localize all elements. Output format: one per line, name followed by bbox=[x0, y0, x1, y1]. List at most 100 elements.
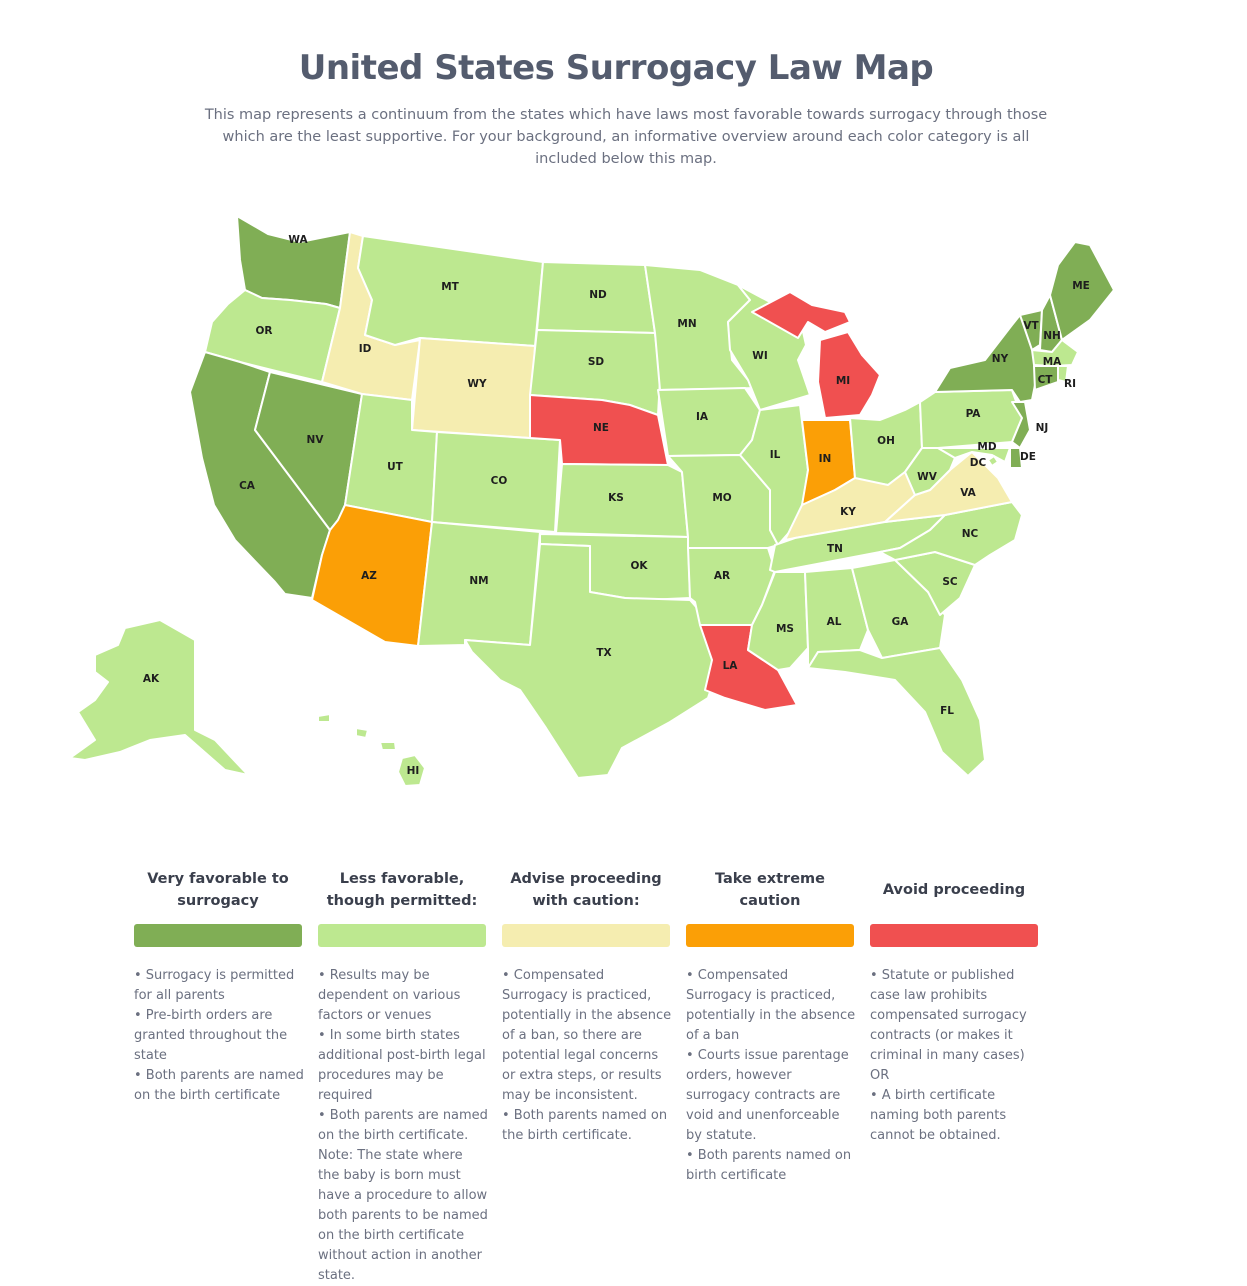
state-shapes bbox=[69, 215, 1115, 787]
state-label-nj: NJ bbox=[1036, 422, 1049, 434]
state-label-pa: PA bbox=[966, 408, 982, 420]
legend-title: Very favorable to surrogacy bbox=[147, 871, 289, 909]
page-subtitle: This map represents a continuum from the… bbox=[204, 107, 1048, 167]
legend-bullet: • Statute or published case law prohibit… bbox=[870, 968, 1027, 1083]
state-mn[interactable] bbox=[644, 264, 759, 391]
legend-description: • Results may be dependent on various fa… bbox=[318, 966, 488, 1286]
state-label-ut: UT bbox=[387, 461, 404, 473]
state-label-mn: MN bbox=[677, 318, 696, 330]
legend-title: Avoid proceeding bbox=[882, 882, 1026, 898]
state-label-ia: IA bbox=[696, 411, 709, 423]
legend-swatch bbox=[134, 924, 302, 947]
state-label-ga: GA bbox=[892, 616, 910, 628]
state-label-ar: AR bbox=[714, 570, 730, 582]
state-label-ak: AK bbox=[143, 673, 160, 685]
state-label-il: IL bbox=[770, 449, 781, 461]
state-label-nc: NC bbox=[962, 528, 979, 540]
state-label-wv: WV bbox=[917, 471, 938, 483]
state-de[interactable] bbox=[1009, 447, 1023, 469]
state-label-ri: RI bbox=[1064, 378, 1076, 390]
legend-bullet: • A birth certificate naming both parent… bbox=[870, 1088, 1007, 1143]
state-ny[interactable] bbox=[934, 314, 1037, 403]
state-label-id: ID bbox=[359, 343, 372, 355]
state-label-ks: KS bbox=[608, 492, 624, 504]
state-md[interactable] bbox=[937, 447, 1011, 463]
legend-swatch bbox=[318, 924, 486, 947]
state-label-mt: MT bbox=[441, 281, 459, 293]
legend-description: • Compensated Surrogacy is practiced, po… bbox=[686, 966, 856, 1186]
legend-description: • Statute or published case law prohibit… bbox=[870, 966, 1040, 1146]
state-label-ct: CT bbox=[1038, 374, 1054, 386]
legend-bullet: • Both parents are named on the birth ce… bbox=[318, 1108, 488, 1143]
legend-title: Less favorable, though permitted: bbox=[326, 871, 478, 909]
state-labels: WA OR CA NV ID MT WY UT AZ CO NM ND SD NE KS OK TX MN IA MO… bbox=[143, 234, 1090, 777]
state-label-tn: TN bbox=[827, 543, 843, 555]
state-label-mo: MO bbox=[712, 492, 731, 504]
state-nc[interactable] bbox=[879, 501, 1023, 566]
state-label-ma: MA bbox=[1043, 356, 1062, 368]
state-label-md: MD bbox=[977, 441, 996, 453]
legend-bullet: • Both parents named on the birth certif… bbox=[502, 1108, 668, 1143]
legend-bullet: • Courts issue parentage orders, however… bbox=[686, 1048, 849, 1143]
state-label-ky: KY bbox=[840, 506, 856, 518]
us-surrogacy-map: WA OR CA NV ID MT WY UT AZ CO NM ND SD NE KS OK TX MN IA MO… bbox=[69, 215, 1115, 787]
state-label-hi: HI bbox=[407, 765, 420, 777]
state-ct[interactable] bbox=[1033, 365, 1059, 391]
state-label-la: LA bbox=[723, 660, 739, 672]
state-label-nh: NH bbox=[1043, 330, 1061, 342]
legend-swatch bbox=[870, 924, 1038, 947]
state-label-co: CO bbox=[491, 475, 508, 487]
legend-description: • Compensated Surrogacy is practiced, po… bbox=[502, 966, 672, 1146]
state-label-in: IN bbox=[819, 453, 832, 465]
state-fl[interactable] bbox=[807, 647, 986, 777]
state-label-tx: TX bbox=[596, 647, 611, 659]
legend-bullet: • Both parents are named on the birth ce… bbox=[134, 1068, 304, 1103]
state-label-vt: VT bbox=[1023, 320, 1039, 332]
state-or[interactable] bbox=[204, 289, 341, 383]
state-label-dc: DC bbox=[970, 457, 987, 469]
state-label-oh: OH bbox=[877, 435, 895, 447]
state-label-va: VA bbox=[960, 487, 976, 499]
state-label-ca: CA bbox=[239, 480, 256, 492]
page-title: United States Surrogacy Law Map bbox=[298, 48, 934, 88]
state-me[interactable] bbox=[1049, 241, 1115, 341]
state-label-az: AZ bbox=[361, 570, 377, 582]
state-label-al: AL bbox=[827, 616, 842, 628]
state-label-sd: SD bbox=[588, 356, 605, 368]
state-label-de: DE bbox=[1020, 451, 1036, 463]
state-label-mi: MI bbox=[836, 375, 850, 387]
legend-title: Advise proceeding with caution: bbox=[510, 871, 662, 909]
legend-bullet: • Compensated Surrogacy is practiced, po… bbox=[686, 968, 856, 1043]
state-dc[interactable] bbox=[987, 455, 999, 467]
legend-bullet: • Compensated Surrogacy is practiced, po… bbox=[502, 968, 672, 1103]
state-hi[interactable] bbox=[317, 713, 426, 787]
legend-bullet: • Pre-birth orders are granted throughou… bbox=[134, 1008, 288, 1063]
state-mi[interactable] bbox=[751, 291, 881, 419]
state-label-me: ME bbox=[1072, 280, 1090, 292]
state-label-wi: WI bbox=[752, 350, 768, 362]
legend-bullet: • In some birth states additional post-b… bbox=[318, 1028, 486, 1103]
state-label-ms: MS bbox=[776, 623, 794, 635]
state-label-nd: ND bbox=[589, 289, 607, 301]
legend-bullet: • Surrogacy is permitted for all parents bbox=[134, 968, 295, 1003]
state-ak[interactable] bbox=[69, 619, 249, 776]
state-label-wy: WY bbox=[467, 378, 487, 390]
legend-title: Take extreme caution bbox=[715, 871, 825, 909]
state-label-ny: NY bbox=[992, 353, 1009, 365]
state-label-or: OR bbox=[255, 325, 272, 337]
state-ia[interactable] bbox=[657, 387, 761, 457]
state-label-ne: NE bbox=[593, 422, 609, 434]
state-label-sc: SC bbox=[942, 576, 958, 588]
legend-bullet: • Results may be dependent on various fa… bbox=[318, 968, 461, 1023]
state-label-fl: FL bbox=[940, 705, 954, 717]
state-tx[interactable] bbox=[464, 543, 719, 779]
legend-description: • Surrogacy is permitted for all parents… bbox=[134, 966, 304, 1106]
state-label-nv: NV bbox=[307, 434, 325, 446]
legend-bullet: • Both parents named on birth certificat… bbox=[686, 1148, 852, 1183]
state-label-ok: OK bbox=[630, 560, 648, 572]
state-label-wa: WA bbox=[288, 234, 308, 246]
legend-note: Note: The state where the baby is born m… bbox=[318, 1148, 488, 1283]
state-label-nm: NM bbox=[469, 575, 488, 587]
state-co[interactable] bbox=[431, 431, 561, 533]
legend-swatch bbox=[502, 924, 670, 947]
